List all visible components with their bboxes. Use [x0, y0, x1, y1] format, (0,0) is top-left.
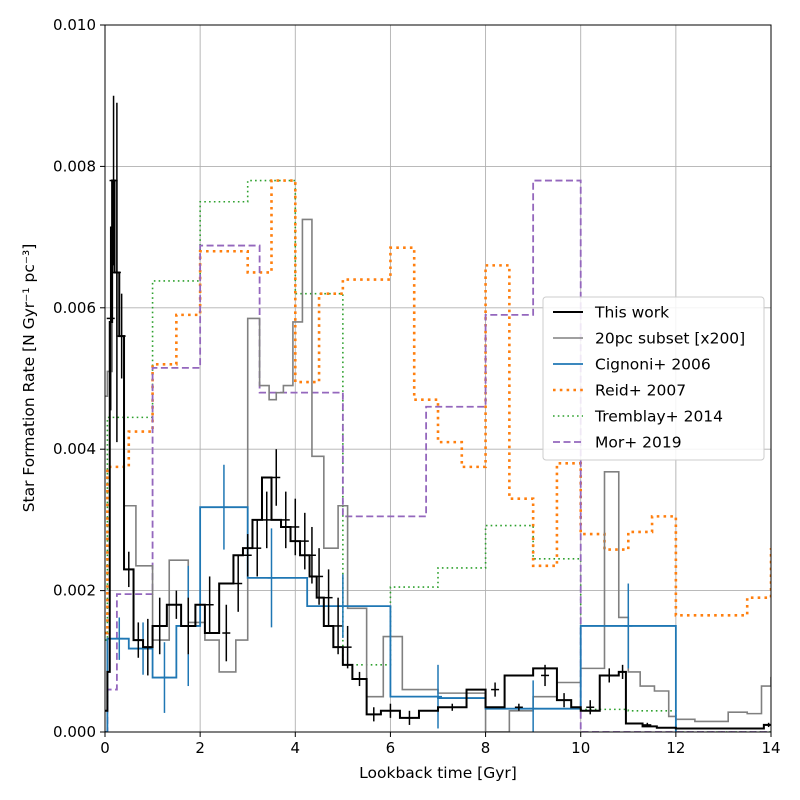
y-tick-label: 0.006	[53, 299, 96, 317]
x-tick-label: 12	[666, 739, 685, 757]
series-line-mor-2019	[105, 179, 771, 732]
legend-label: Mor+ 2019	[595, 434, 682, 452]
y-axis-label: Star Formation Rate [N Gyr⁻¹ pc⁻³]	[20, 244, 38, 513]
x-tick-label: 2	[195, 739, 205, 757]
series-line-20pc-subset-x200	[105, 179, 771, 732]
series-20pc-subset-x200	[105, 179, 771, 732]
y-tick-label: 0.010	[53, 16, 96, 34]
legend: This work 20pc subset [x200] Cignoni+ 2006…	[542, 296, 765, 461]
x-tick-label: 10	[571, 739, 590, 757]
legend-label: Cignoni+ 2006	[595, 356, 711, 374]
x-tick-label: 0	[100, 739, 110, 757]
x-tick-label: 4	[291, 739, 301, 757]
series-line-reid-2007	[105, 179, 771, 635]
legend-label: Reid+ 2007	[595, 382, 686, 400]
legend-label: Tremblay+ 2014	[594, 408, 723, 426]
legend-label: 20pc subset [x200]	[595, 330, 745, 348]
x-axis-label: Lookback time [Gyr]	[359, 764, 517, 782]
x-tick-label: 8	[481, 739, 491, 757]
y-tick-label: 0.002	[53, 582, 96, 600]
series-layer	[105, 95, 771, 732]
y-tick-label: 0.004	[53, 440, 96, 458]
x-tick-label: 14	[761, 739, 780, 757]
x-tick-label: 6	[386, 739, 396, 757]
series-reid-2007	[105, 179, 771, 635]
y-tick-label: 0.000	[53, 723, 96, 741]
y-tick-label: 0.008	[53, 157, 96, 175]
axis-ticks: 0 2 4 6 8 10 12 14 0.000 0.002 0.004 0.006 0.008 0.01…	[53, 16, 781, 757]
legend-box	[542, 296, 765, 461]
series-this-work	[105, 95, 771, 730]
legend-label: This work	[594, 304, 669, 322]
series-mor-2019	[105, 179, 771, 732]
plot-frame	[104, 24, 772, 733]
series-line-cignoni-2006	[105, 506, 677, 732]
